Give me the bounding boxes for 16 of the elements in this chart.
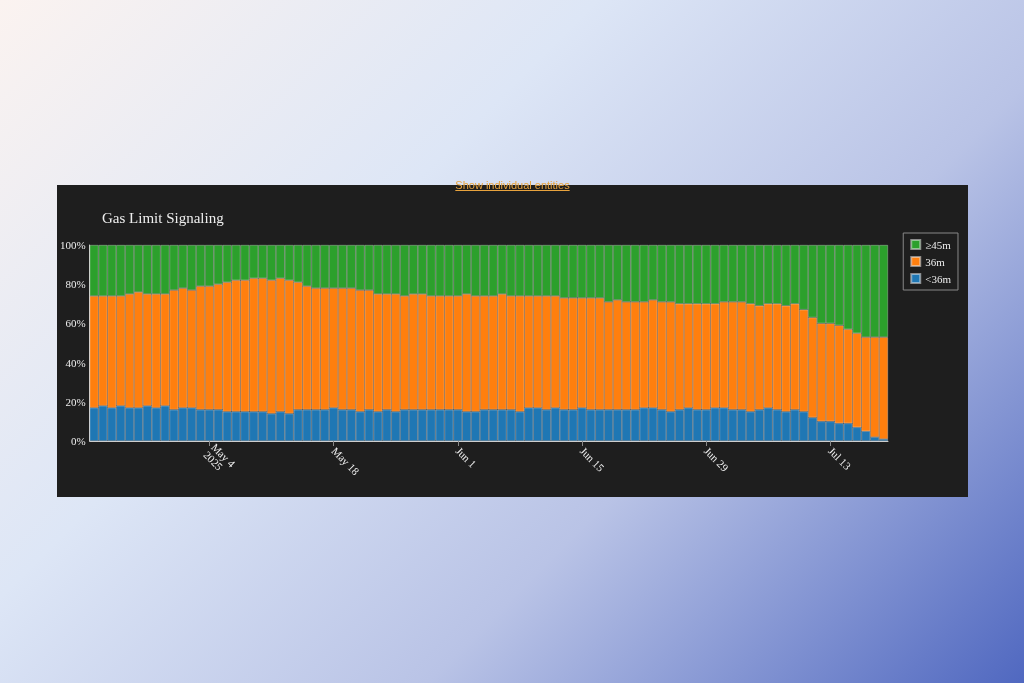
text: Show individual entities: [454, 179, 571, 191]
x-tick-label: Jul 13: [826, 444, 854, 473]
y-tick-label: 60%: [65, 317, 86, 330]
x-tick-label: May 18: [329, 444, 363, 478]
chart-title: Gas Limit Signaling: [102, 209, 225, 226]
y-tick-label: 0%: [70, 435, 86, 447]
x-tick-label: Jun 1: [453, 444, 479, 470]
y-tick-label: 40%: [65, 356, 86, 369]
legend-label: ≥45m: [925, 238, 952, 251]
y-tick-label: 80%: [65, 278, 86, 291]
x-tick-label: Jun 29: [701, 444, 732, 475]
y-tick-label: 20%: [65, 395, 86, 408]
y-tick-label: 100%: [59, 239, 86, 251]
legend-label: <36m: [925, 272, 952, 285]
legend-label: 36m: [925, 255, 946, 268]
x-tick-label: Jun 15: [577, 444, 608, 475]
